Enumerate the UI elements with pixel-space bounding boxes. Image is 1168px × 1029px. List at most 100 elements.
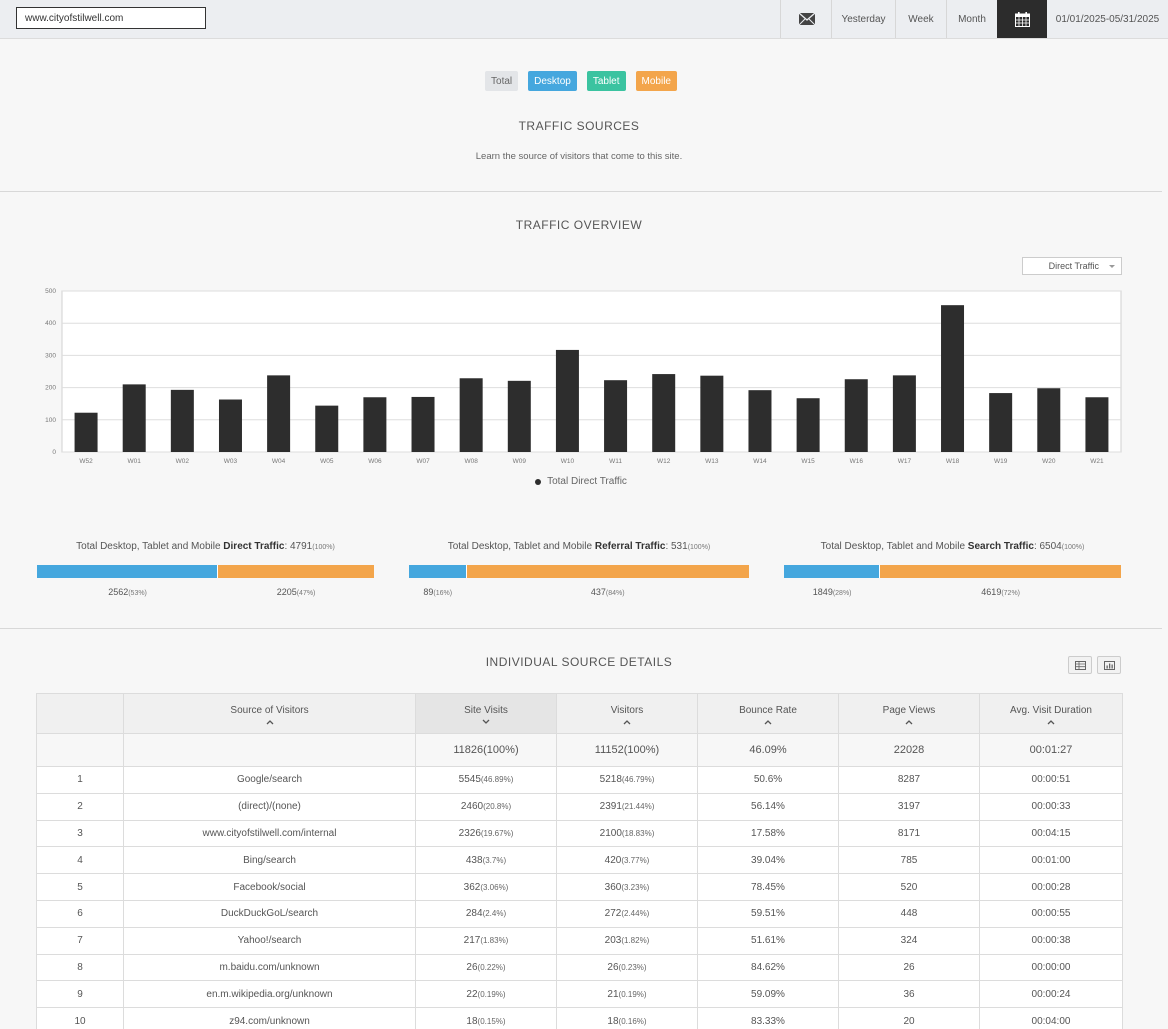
y-tick-label: 400: [45, 320, 56, 327]
source-cell: DuckDuckGoL/search: [123, 899, 416, 928]
bar-w10[interactable]: [555, 349, 579, 452]
site-url-input[interactable]: [16, 7, 206, 29]
bar-w19[interactable]: [989, 393, 1013, 452]
mobile-segment: [466, 565, 749, 578]
mobile-value: 4619(72%): [981, 587, 1020, 597]
visitors-pct: (18.83%): [621, 828, 655, 838]
rank-cell: 1: [36, 766, 124, 794]
y-tick-label: 300: [45, 352, 56, 359]
traffic-total-caption: Total Desktop, Tablet and Mobile Direct …: [37, 541, 374, 555]
site-visits-count: 438: [465, 854, 483, 866]
tablet-filter-button[interactable]: Tablet: [586, 71, 626, 91]
visitors-cell: 272(2.44%): [556, 899, 698, 928]
table-row[interactable]: 10 z94.com/unknown 18(0.15%) 18(0.16%) 83.33…: [36, 1007, 1123, 1029]
visitors-count: 2100: [599, 827, 622, 839]
bar-w20[interactable]: [1037, 388, 1061, 452]
desktop-segment: [784, 565, 881, 578]
bar-w08[interactable]: [459, 378, 483, 452]
mobile-value: 2205(47%): [277, 587, 316, 597]
bar-w14[interactable]: [748, 390, 772, 452]
yesterday-button[interactable]: Yesterday: [831, 0, 895, 38]
calendar-button[interactable]: [997, 0, 1047, 38]
table-row[interactable]: 2 (direct)/(none) 2460(20.8%) 2391(21.44%) 5…: [36, 792, 1123, 821]
table-row[interactable]: 7 Yahoo!/search 217(1.83%) 203(1.82%) 51.61%…: [36, 926, 1123, 955]
source-header[interactable]: Source of Visitors: [123, 693, 416, 734]
x-tick-label: W11: [609, 458, 622, 465]
bar-w52[interactable]: [74, 412, 98, 452]
site-visits-pct: (20.8%): [483, 802, 512, 812]
table-row[interactable]: 4 Bing/search 438(3.7%) 420(3.77%) 39.04% 785…: [36, 846, 1123, 875]
table-view-button[interactable]: [1068, 656, 1092, 674]
source-cell: z94.com/unknown: [123, 1007, 416, 1029]
summary-rank-cell: [36, 733, 124, 767]
chevron-down-icon: [1109, 265, 1115, 268]
bar-w17[interactable]: [892, 375, 916, 452]
bar-w01[interactable]: [122, 384, 146, 452]
site-visits-count: 5545: [458, 774, 481, 786]
table-row[interactable]: 5 Facebook/social 362(3.06%) 360(3.23%) 78.4…: [36, 873, 1123, 901]
bar-w02[interactable]: [170, 389, 194, 452]
site-visits-pct: (0.19%): [477, 989, 506, 999]
rank-cell: 3: [36, 819, 124, 848]
bounce-rate-header[interactable]: Bounce Rate: [697, 693, 839, 734]
traffic-overview-title: TRAFFIC OVERVIEW: [515, 218, 643, 232]
bounce-rate-cell: 39.04%: [697, 846, 839, 875]
rank-header: [36, 693, 124, 734]
bar-w05[interactable]: [315, 405, 339, 452]
page-views-cell: 3197: [838, 792, 980, 821]
rank-cell: 7: [36, 926, 124, 955]
source-details-table: Source of Visitors Site Visits Visitors Bou…: [36, 693, 1123, 1029]
site-visits-cell: 217(1.83%): [415, 926, 557, 955]
desktop-count: 89: [423, 587, 434, 597]
summary-cell: 22028: [838, 733, 980, 767]
chart-view-button[interactable]: [1097, 656, 1121, 674]
bar-w11[interactable]: [604, 380, 628, 452]
calendar-icon: [1014, 11, 1030, 27]
traffic-type-select[interactable]: Direct Traffic: [1022, 257, 1122, 275]
total-filter-button[interactable]: Total: [485, 71, 519, 91]
bar-w16[interactable]: [844, 379, 868, 452]
bar-w13[interactable]: [700, 375, 724, 452]
email-report-button[interactable]: [780, 0, 832, 38]
bar-w18[interactable]: [941, 305, 965, 452]
bar-w03[interactable]: [218, 399, 242, 452]
page-views-header[interactable]: Page Views: [838, 693, 980, 734]
visitors-pct: (46.79%): [621, 775, 655, 785]
visitors-pct: (0.16%): [618, 1016, 647, 1026]
bar-w04[interactable]: [267, 375, 291, 452]
bar-w15[interactable]: [796, 398, 820, 452]
visitors-count: 360: [604, 881, 622, 893]
bar-w12[interactable]: [652, 374, 676, 452]
visitors-cell: 26(0.23%): [556, 953, 698, 982]
table-row[interactable]: 3 www.cityofstilwell.com/internal 2326(19.…: [36, 819, 1123, 848]
site-visits-count: 18: [466, 1015, 478, 1027]
x-tick-label: W20: [1042, 458, 1056, 465]
site-visits-header[interactable]: Site Visits: [415, 693, 557, 734]
table-row[interactable]: 9 en.m.wikipedia.org/unknown 22(0.19%) 21(0…: [36, 980, 1123, 1009]
table-row[interactable]: 1 Google/search 5545(46.89%) 5218(46.79%) 50…: [36, 766, 1123, 794]
x-tick-label: W04: [272, 458, 286, 465]
mobile-filter-button[interactable]: Mobile: [635, 71, 677, 91]
visitors-count: 5218: [599, 774, 622, 786]
visitors-count: 272: [604, 908, 622, 920]
visitors-cell: 21(0.19%): [556, 980, 698, 1009]
desktop-value: 2562(53%): [108, 587, 147, 597]
table-row[interactable]: 8 m.baidu.com/unknown 26(0.22%) 26(0.23%) 84…: [36, 953, 1123, 982]
sort-down-icon: [482, 719, 490, 724]
week-button[interactable]: Week: [895, 0, 946, 38]
header-label: Page Views: [882, 704, 936, 716]
chart-view-icon: [1103, 660, 1115, 670]
bar-w09[interactable]: [507, 380, 531, 452]
site-visits-cell: 26(0.22%): [415, 953, 557, 982]
month-button[interactable]: Month: [946, 0, 997, 38]
bar-w06[interactable]: [363, 397, 387, 452]
header-label: Visitors: [610, 704, 644, 716]
desktop-segment: [409, 565, 467, 578]
bar-w21[interactable]: [1085, 397, 1109, 452]
table-row[interactable]: 6 DuckDuckGoL/search 284(2.4%) 272(2.44%) 59…: [36, 899, 1123, 928]
desktop-filter-button[interactable]: Desktop: [528, 71, 577, 91]
visitors-header[interactable]: Visitors: [556, 693, 698, 734]
bar-w07[interactable]: [411, 396, 435, 452]
avg-duration-header[interactable]: Avg. Visit Duration: [979, 693, 1123, 734]
summary-cell: 11152(100%): [556, 733, 698, 767]
